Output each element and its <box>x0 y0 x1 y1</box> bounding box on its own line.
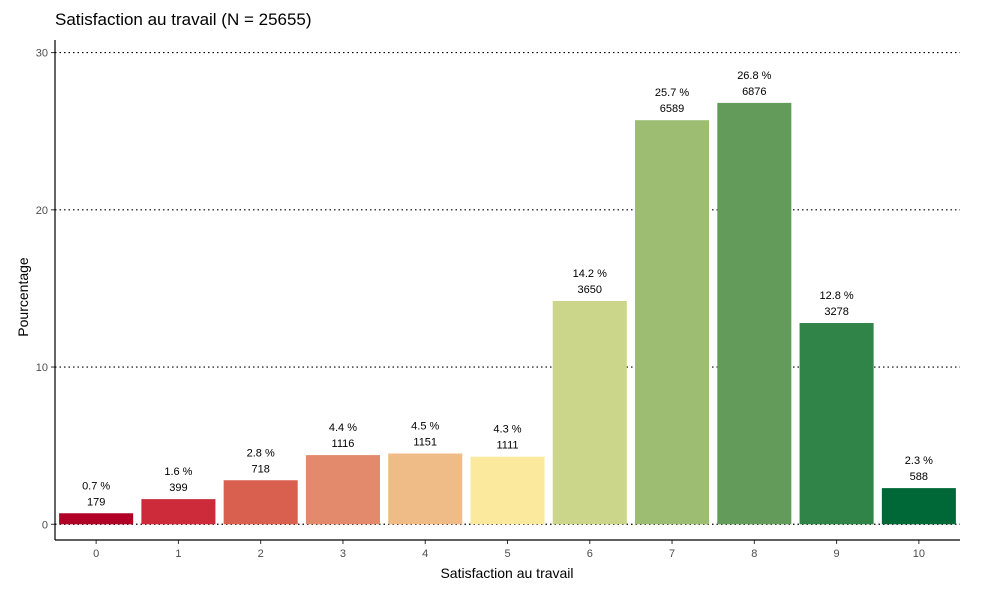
bar-7 <box>635 120 710 525</box>
count-label: 3278 <box>824 306 848 318</box>
bar-9 <box>799 323 874 525</box>
data-labels: 0.7 % 179 1.6 % 399 2.8 % 718 4.4 % 1116 4.5 % 11… <box>82 70 933 508</box>
percent-label: 4.5 % <box>411 421 439 433</box>
bar-4 <box>388 453 463 525</box>
count-label: 1151 <box>413 437 437 449</box>
y-tick-label: 0 <box>42 519 48 531</box>
bars <box>59 102 956 525</box>
percent-label: 1.6 % <box>164 466 192 478</box>
bar-10 <box>881 488 956 525</box>
count-label: 588 <box>910 471 928 483</box>
percent-label: 4.4 % <box>329 422 357 434</box>
x-tick-label: 2 <box>258 548 264 560</box>
count-label: 399 <box>169 482 187 494</box>
x-tick-label: 5 <box>504 548 510 560</box>
x-tick-label: 7 <box>669 548 675 560</box>
y-tick-label: 30 <box>36 48 48 60</box>
count-label: 1116 <box>332 438 355 450</box>
count-label: 6876 <box>742 86 766 98</box>
percent-label: 2.3 % <box>905 455 933 467</box>
x-axis-title: Satisfaction au travail <box>440 565 573 581</box>
bar-3 <box>305 455 380 525</box>
y-tick-label: 20 <box>36 205 48 217</box>
bar-6 <box>552 301 627 525</box>
percent-label: 14.2 % <box>573 268 607 280</box>
bar-1 <box>141 499 216 525</box>
chart-title: Satisfaction au travail (N = 25655) <box>55 10 312 29</box>
count-label: 6589 <box>660 103 684 115</box>
count-label: 718 <box>252 463 270 475</box>
percent-label: 2.8 % <box>247 447 275 459</box>
bar-0 <box>59 513 134 525</box>
x-tick-label: 8 <box>751 548 757 560</box>
bar-8 <box>717 102 792 525</box>
percent-label: 26.8 % <box>737 70 771 82</box>
x-tick-label: 6 <box>587 548 593 560</box>
x-tick-label: 9 <box>834 548 840 560</box>
axes: 0 10 20 30 0 1 2 3 4 5 6 7 8 9 10 <box>36 40 960 560</box>
y-tick-label: 10 <box>36 362 48 374</box>
x-tick-label: 1 <box>175 548 181 560</box>
x-tick-label: 3 <box>340 548 346 560</box>
x-tick-label: 4 <box>422 548 428 560</box>
count-label: 3650 <box>578 284 602 296</box>
x-tick-label: 0 <box>93 548 99 560</box>
percent-label: 25.7 % <box>655 87 689 99</box>
count-label: 1111 <box>496 440 518 452</box>
percent-label: 12.8 % <box>819 290 853 302</box>
y-axis-title: Pourcentage <box>15 257 31 337</box>
count-label: 179 <box>87 496 105 508</box>
percent-label: 4.3 % <box>493 424 521 436</box>
percent-label: 0.7 % <box>82 480 110 492</box>
bar-5 <box>470 456 545 525</box>
bar-2 <box>223 480 298 525</box>
x-tick-label: 10 <box>913 548 925 560</box>
